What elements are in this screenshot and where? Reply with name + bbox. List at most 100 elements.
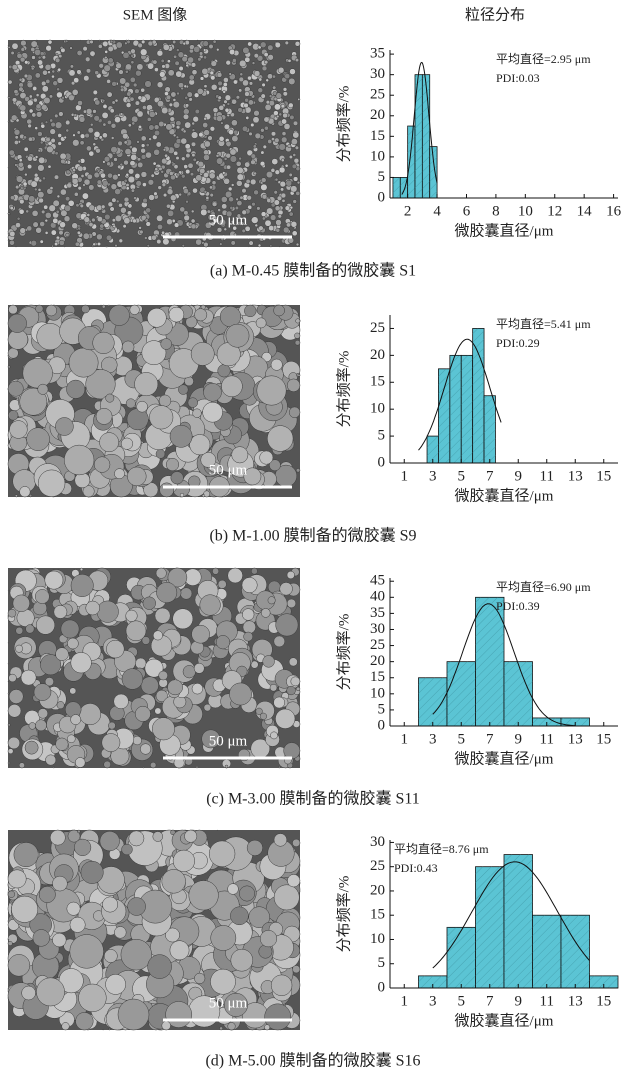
sem-particle (292, 839, 300, 847)
sem-particle (78, 160, 81, 163)
sem-particle (59, 230, 64, 235)
y-tick-label: 30 (370, 66, 385, 82)
sem-particle (191, 210, 194, 213)
x-axis-label: 微胶囊直径/μm (455, 487, 554, 504)
sem-particle (19, 199, 24, 204)
sem-particle (286, 180, 292, 186)
sem-particle (8, 749, 13, 754)
sem-particle (58, 68, 61, 71)
sem-particle (97, 216, 102, 221)
sem-particle (128, 124, 131, 127)
sem-particle (268, 54, 274, 60)
sem-particle (218, 87, 221, 90)
sem-particle (128, 898, 146, 916)
sem-particle (148, 179, 154, 185)
sem-particle (243, 47, 250, 54)
sem-particle (153, 832, 163, 842)
y-tick-label: 25 (370, 637, 385, 653)
sem-particle (173, 609, 193, 629)
sem-particle (45, 219, 48, 222)
sem-particle (67, 735, 75, 743)
sem-particle (261, 151, 265, 155)
sem-particle (170, 425, 192, 447)
sem-particle (19, 763, 24, 768)
sem-particle (66, 233, 70, 237)
sem-particle (222, 172, 225, 175)
sem-particle (45, 571, 63, 589)
sem-particle (19, 159, 22, 162)
sem-particle (245, 162, 250, 167)
sem-particle (210, 969, 235, 994)
sem-particle (279, 144, 286, 151)
sem-particle (173, 55, 176, 58)
sem-particle (31, 67, 34, 70)
sem-particle (93, 332, 115, 354)
sem-particle (293, 177, 298, 182)
sem-particle (269, 95, 272, 98)
sem-particle (102, 112, 108, 118)
sem-particle (195, 109, 200, 114)
sem-particle (56, 738, 69, 751)
sem-particle (55, 152, 59, 156)
sem-particle (266, 208, 273, 215)
sem-particle (8, 80, 12, 84)
sem-particle (31, 181, 38, 188)
sem-particle (137, 401, 148, 412)
sem-particle (81, 305, 89, 313)
sem-particle (216, 154, 219, 157)
sem-particle (141, 148, 146, 153)
sem-particle (67, 638, 78, 649)
sem-particle (35, 589, 49, 603)
sem-particle (219, 243, 222, 246)
sem-particle (294, 158, 299, 163)
sem-particle (12, 43, 18, 49)
sem-particle (143, 597, 156, 610)
sem-particle (59, 240, 64, 245)
sem-particle (193, 116, 199, 122)
sem-particle (292, 231, 297, 236)
sem-particle (110, 109, 114, 113)
sem-particle (293, 121, 298, 126)
sem-particle (231, 184, 234, 187)
sem-particle (51, 122, 56, 127)
sem-particle (181, 138, 187, 144)
sem-particle (296, 243, 299, 246)
sem-particle (197, 88, 203, 94)
sem-particle (64, 216, 70, 222)
sem-particle (141, 40, 145, 44)
sem-particle (226, 165, 230, 169)
sem-particle (230, 907, 248, 925)
sem-particle (298, 374, 300, 376)
sem-particle (175, 61, 180, 66)
annotation: PDI:0.03 (496, 71, 540, 85)
y-tick-label: 0 (378, 979, 386, 995)
sem-particle (31, 240, 37, 246)
sem-particle (96, 148, 101, 153)
sem-particle (203, 154, 209, 160)
sem-particle (218, 209, 221, 212)
sem-particle (218, 81, 223, 86)
sem-particle (242, 229, 246, 233)
sem-particle (199, 132, 204, 137)
sem-particle (52, 933, 66, 947)
sem-particle (163, 238, 170, 245)
sem-particle (232, 135, 238, 141)
sem-particle (102, 734, 120, 752)
x-axis-label: 微胶囊直径/μm (455, 1012, 554, 1029)
sem-particle (11, 115, 17, 121)
x-tick-label: 6 (463, 203, 471, 219)
sem-particle (107, 79, 111, 83)
sem-particle (67, 380, 85, 398)
sem-particle (262, 66, 267, 71)
sem-particle (156, 142, 161, 147)
sem-particle (38, 709, 48, 719)
sem-particle (77, 50, 82, 55)
sem-particle (124, 141, 128, 145)
sem-particle (208, 136, 213, 141)
sem-particle (132, 122, 135, 125)
sem-particle (147, 63, 153, 69)
sem-particle (139, 230, 143, 234)
sem-particle (184, 211, 189, 216)
sem-particle (169, 103, 173, 107)
sem-particle (211, 925, 236, 950)
